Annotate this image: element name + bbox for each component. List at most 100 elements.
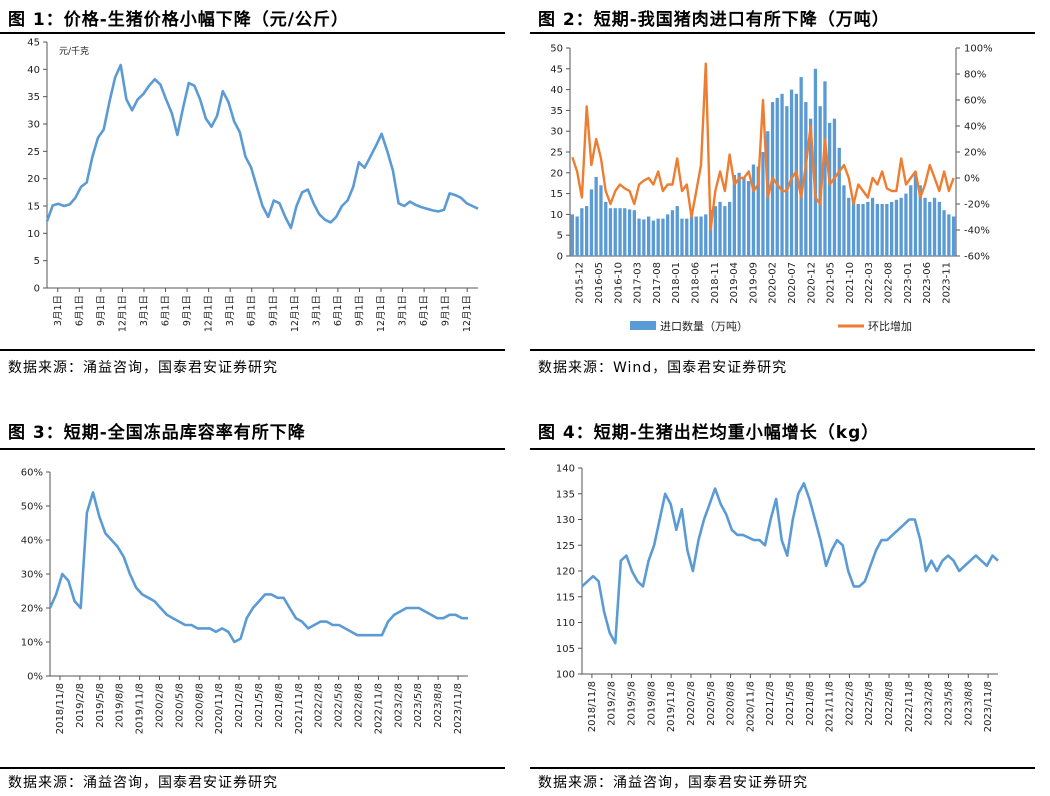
figure-3: 图 3：短期-全国冻品库容率有所下降 0% 10% 20% 30% 40% 50% 60% 2… [0,410,505,796]
x-tick-label: 2020/8/8 [726,681,737,726]
x-tick-label: 2021/11/8 [825,681,836,732]
x-tick-label: 6月1日 [247,295,258,326]
import-bar [875,204,879,256]
x-tick-label: 2016-10 [613,262,624,304]
import-bar [804,102,808,256]
x-tick-label: 2022/8/8 [884,681,895,726]
x-tick-label: 9月1日 [441,295,452,326]
x-tick-label: 6月1日 [74,295,85,326]
import-bar [651,220,655,256]
y-tick-label: 5 [34,256,40,267]
y-tick-label: 125 [556,541,575,552]
import-bar [589,189,594,256]
import-bar [909,185,913,256]
y2-tick-label: -40% [964,226,990,237]
x-tick-label: 2020-12 [806,262,817,304]
import-bar [851,201,856,256]
x-tick-label: 2019-04 [729,262,740,304]
y-tick-label: 20 [27,174,40,185]
x-tick-label: 2020-02 [768,262,779,304]
import-bar [689,216,694,256]
x-tick-label: 2023/2/8 [924,681,935,726]
y-tick-label: 45 [27,38,40,49]
x-tick-label: 2023/8/8 [433,683,444,728]
x-tick-label: 2018/11/8 [587,681,598,732]
x-tick-label: 2023/11/8 [453,683,464,734]
x-tick-label: 12月1日 [376,295,387,332]
x-tick-label: 2023/5/8 [413,683,424,728]
import-bar [775,97,779,257]
y2-tick-label: 20% [964,148,986,159]
import-bar [951,216,956,256]
x-tick-label: 6月1日 [161,295,172,326]
y-tick-label: 100 [556,670,575,681]
figure-1-source: 数据来源：涌益咨询，国泰君安证券研究 [8,360,278,376]
import-bar [685,218,689,256]
y2-tick-label: 80% [964,70,986,81]
x-tick-label: 2022/11/8 [904,681,915,732]
x-tick-label: 2019/5/8 [627,681,638,726]
x-tick-label: 2019/8/8 [115,683,126,728]
y-tick-label: 15 [550,189,563,200]
figure-1-bottom-rule [0,349,505,351]
y-tick-label: 140 [556,464,575,475]
import-bar [618,208,622,256]
y-tick-label: 30% [21,570,43,581]
x-tick-label: 2022/2/8 [844,681,855,726]
y-tick-label: 40 [550,85,563,96]
import-bar [708,210,713,256]
y2-tick-label: -60% [964,252,990,263]
import-bar [866,201,870,256]
x-tick-label: 2017-08 [652,262,663,304]
import-bar [656,218,660,256]
y2-tick-label: 40% [964,122,986,133]
y-tick-label: 30 [27,120,40,131]
import-bar [818,106,822,256]
x-tick-label: 2020/11/8 [745,681,756,732]
import-bar [842,185,846,256]
import-bar [742,177,746,256]
x-tick-label: 3月1日 [53,295,64,326]
figure-3-source: 数据来源：涌益咨询，国泰君安证券研究 [8,775,278,791]
import-bar [913,172,918,256]
series-line [581,482,999,645]
import-bar [947,214,951,256]
x-tick-label: 2022/8/8 [354,683,365,728]
import-bar [837,147,841,256]
figure-4-title: 图 4：短期-生猪出栏均重小幅增长（kg） [538,423,880,443]
import-bar [861,204,865,256]
x-tick-label: 2023-11 [941,262,952,304]
figure-4-top-rule [530,448,1035,450]
x-tick-label: 2021/2/8 [234,683,245,728]
x-tick-label: 2023/2/8 [393,683,404,728]
x-tick-label: 2021/5/8 [785,681,796,726]
y2-tick-label: 0% [964,174,980,185]
y-tick-label: 40% [21,536,43,547]
y-tick-label: 25 [550,148,563,159]
import-bar [608,208,613,256]
import-bar [728,201,732,256]
x-tick-label: 2019/5/8 [95,683,106,728]
x-tick-label: 12月1日 [117,295,128,332]
x-tick-label: 2021-10 [845,262,856,304]
x-tick-label: 3月1日 [311,295,322,326]
figure-4-bottom-rule [530,767,1035,769]
import-bar [942,210,946,256]
x-tick-label: 3月1日 [139,295,150,326]
x-tick-label: 2019/11/8 [666,681,677,732]
import-bar [890,201,894,256]
figure-4: 图 4：短期-生猪出栏均重小幅增长（kg） 100 105 110 115 120 125… [530,410,1035,796]
figure-1-top-rule [0,32,505,34]
y-tick-label: 20 [550,168,563,179]
x-tick-label: 2021/8/8 [274,683,285,728]
import-bar [613,208,617,256]
import-bar [599,185,603,256]
import-bar [699,216,703,256]
x-tick-label: 2018-01 [671,262,682,304]
y-tick-label: 5 [557,231,563,242]
y2-tick-label: 100% [964,44,993,55]
x-tick-label: 6月1日 [419,295,430,326]
import-bar [632,210,636,256]
series-line [45,63,479,230]
import-bar [761,152,765,256]
